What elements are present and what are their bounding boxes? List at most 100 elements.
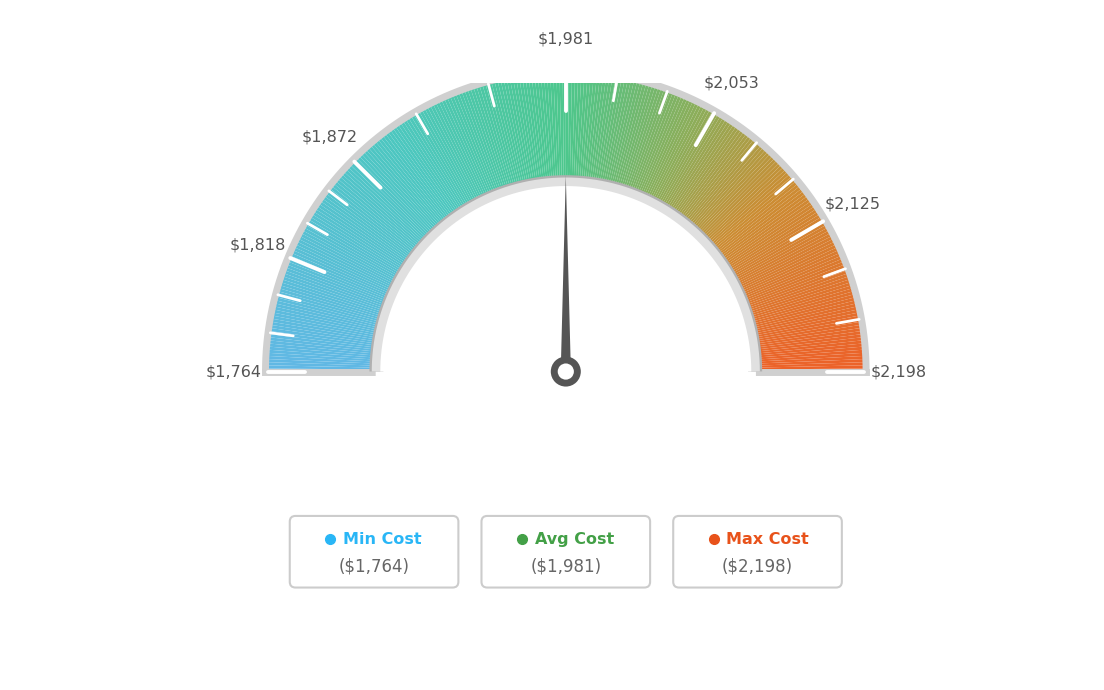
Wedge shape xyxy=(660,112,719,208)
Wedge shape xyxy=(349,161,431,240)
Wedge shape xyxy=(302,224,401,280)
Wedge shape xyxy=(382,132,452,222)
Wedge shape xyxy=(266,344,378,356)
Wedge shape xyxy=(344,166,427,244)
Wedge shape xyxy=(615,81,647,189)
Text: $1,764: $1,764 xyxy=(205,364,262,379)
Wedge shape xyxy=(310,210,406,272)
Wedge shape xyxy=(752,312,861,336)
Wedge shape xyxy=(751,306,860,332)
Wedge shape xyxy=(749,290,856,322)
Wedge shape xyxy=(670,121,734,215)
Wedge shape xyxy=(550,72,558,182)
Polygon shape xyxy=(376,182,755,690)
Wedge shape xyxy=(289,253,392,298)
Wedge shape xyxy=(726,213,822,273)
Wedge shape xyxy=(339,173,424,248)
Wedge shape xyxy=(565,71,569,182)
Wedge shape xyxy=(648,101,699,202)
Wedge shape xyxy=(455,91,498,195)
Text: $1,818: $1,818 xyxy=(230,237,286,253)
Wedge shape xyxy=(729,219,826,277)
Wedge shape xyxy=(364,146,440,230)
Wedge shape xyxy=(429,103,481,203)
Wedge shape xyxy=(563,71,565,182)
Wedge shape xyxy=(327,188,416,257)
Wedge shape xyxy=(647,100,697,201)
Wedge shape xyxy=(742,261,846,304)
Wedge shape xyxy=(630,89,670,194)
Wedge shape xyxy=(599,76,622,186)
Wedge shape xyxy=(268,328,379,346)
Wedge shape xyxy=(390,127,456,218)
Wedge shape xyxy=(657,108,713,206)
Wedge shape xyxy=(752,315,861,338)
Wedge shape xyxy=(269,322,379,342)
Wedge shape xyxy=(731,224,829,280)
Wedge shape xyxy=(553,71,560,182)
Wedge shape xyxy=(669,119,732,214)
Wedge shape xyxy=(643,97,691,199)
Wedge shape xyxy=(528,73,544,184)
Wedge shape xyxy=(407,115,468,210)
Wedge shape xyxy=(696,152,774,235)
Wedge shape xyxy=(453,92,496,196)
Text: $2,125: $2,125 xyxy=(825,197,881,211)
Circle shape xyxy=(551,357,581,386)
Wedge shape xyxy=(274,300,382,328)
Text: ($2,198): ($2,198) xyxy=(722,558,793,575)
Text: Min Cost: Min Cost xyxy=(343,531,422,546)
Wedge shape xyxy=(753,331,863,348)
Wedge shape xyxy=(752,318,862,340)
Wedge shape xyxy=(335,178,421,250)
Wedge shape xyxy=(321,195,413,262)
Wedge shape xyxy=(755,368,867,371)
Wedge shape xyxy=(672,124,737,216)
Wedge shape xyxy=(269,318,380,340)
Wedge shape xyxy=(602,77,625,186)
Wedge shape xyxy=(741,258,845,302)
Wedge shape xyxy=(461,89,501,194)
Wedge shape xyxy=(639,95,686,198)
Wedge shape xyxy=(753,328,863,346)
Wedge shape xyxy=(628,88,668,193)
Wedge shape xyxy=(325,190,415,259)
Wedge shape xyxy=(705,168,789,245)
Wedge shape xyxy=(298,233,397,286)
Wedge shape xyxy=(288,255,391,300)
Wedge shape xyxy=(697,155,776,236)
Wedge shape xyxy=(411,113,469,210)
Wedge shape xyxy=(744,270,849,309)
Wedge shape xyxy=(438,99,487,200)
Wedge shape xyxy=(355,155,435,236)
Wedge shape xyxy=(290,249,393,296)
Wedge shape xyxy=(618,83,652,190)
Wedge shape xyxy=(746,282,853,317)
Wedge shape xyxy=(491,80,521,188)
Wedge shape xyxy=(620,84,656,191)
Wedge shape xyxy=(654,106,708,205)
Wedge shape xyxy=(636,92,679,196)
Wedge shape xyxy=(307,216,404,275)
Wedge shape xyxy=(394,124,459,216)
Wedge shape xyxy=(503,77,529,186)
Wedge shape xyxy=(735,238,836,289)
Wedge shape xyxy=(287,258,391,302)
Wedge shape xyxy=(585,73,601,184)
Wedge shape xyxy=(291,246,393,295)
Wedge shape xyxy=(741,255,843,300)
Wedge shape xyxy=(702,164,785,242)
Wedge shape xyxy=(282,273,386,311)
Wedge shape xyxy=(733,230,832,284)
Wedge shape xyxy=(745,276,851,313)
Wedge shape xyxy=(631,90,673,195)
Wedge shape xyxy=(605,78,631,187)
Wedge shape xyxy=(676,127,742,218)
Wedge shape xyxy=(266,353,376,362)
Wedge shape xyxy=(285,264,389,306)
Wedge shape xyxy=(267,334,378,350)
Wedge shape xyxy=(637,94,682,197)
Wedge shape xyxy=(342,168,426,245)
Wedge shape xyxy=(683,136,755,224)
Wedge shape xyxy=(353,157,433,237)
